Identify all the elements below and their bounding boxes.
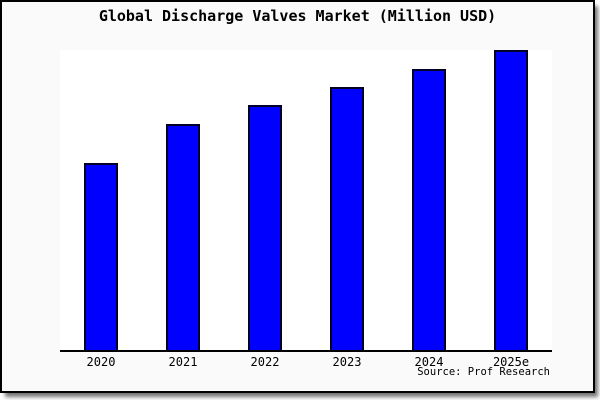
- chart-title: Global Discharge Valves Market (Million …: [98, 7, 497, 25]
- chart-frame: Global Discharge Valves Market (Million …: [0, 0, 595, 393]
- bar-2025e: [494, 50, 528, 350]
- bar-2021: [166, 124, 200, 350]
- source-label: Source: Prof Research: [417, 366, 550, 378]
- x-tick-label-2022: 2022: [250, 355, 280, 369]
- bar-2023: [330, 87, 364, 350]
- x-tick-label-2024: 2024: [414, 355, 444, 369]
- bar-2022: [248, 105, 282, 350]
- x-tick-label-2023: 2023: [332, 355, 362, 369]
- x-tick-label-2020: 2020: [86, 355, 116, 369]
- plot-area: [60, 50, 552, 352]
- bar-2020: [84, 163, 118, 350]
- bar-2024: [412, 69, 446, 350]
- x-tick-label-2021: 2021: [168, 355, 198, 369]
- x-tick-label-2025e: 2025e: [492, 355, 530, 369]
